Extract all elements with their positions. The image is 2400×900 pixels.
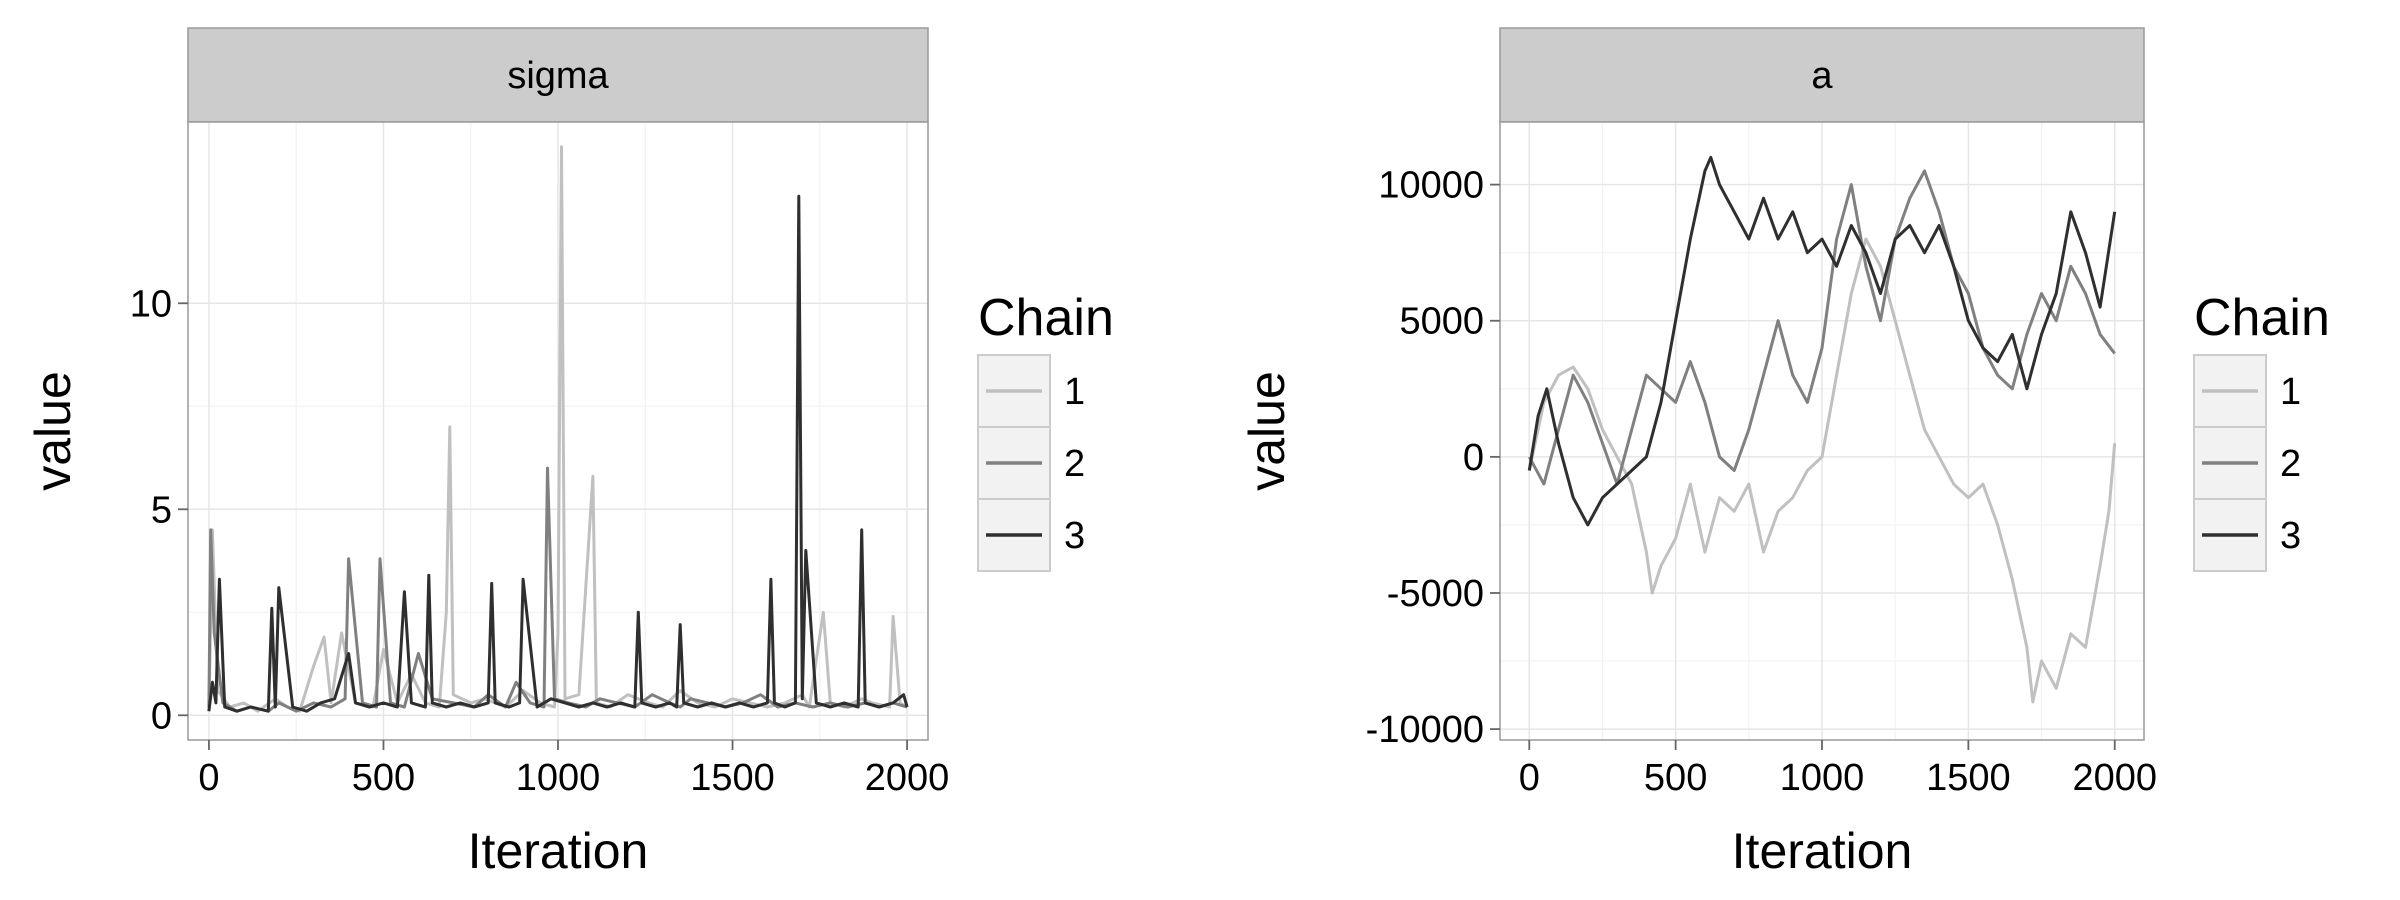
series-line-chain-3 <box>207 194 909 713</box>
x-tick-label: 1500 <box>690 757 775 799</box>
legend-label: 3 <box>1064 515 1085 557</box>
legend-title: Chain <box>2194 289 2330 347</box>
strip-header <box>1499 27 2145 123</box>
x-tick-label: 500 <box>352 757 415 799</box>
legend-label: 2 <box>2280 443 2301 485</box>
series-line-chain-1 <box>207 145 908 713</box>
y-axis-title: value <box>1239 371 1295 491</box>
x-axis-title: Iteration <box>468 823 649 879</box>
legend-title: Chain <box>978 289 1114 347</box>
legend-label: 2 <box>1064 443 1085 485</box>
y-tick-label: 0 <box>151 695 172 737</box>
x-tick-label: 500 <box>1644 757 1707 799</box>
legend-label: 3 <box>2280 515 2301 557</box>
y-axis-title: value <box>25 371 81 491</box>
y-tick-label: 5 <box>151 489 172 531</box>
x-tick-label: 1000 <box>1780 757 1865 799</box>
legend: Chain 1 2 3 <box>2193 289 2330 572</box>
legend-label: 1 <box>1064 371 1085 413</box>
panel-1: sigma 0 500 1000 1500 2000 0 5 10 Iteration value C… <box>25 27 1114 879</box>
x-axis-title: Iteration <box>1732 823 1913 879</box>
y-tick-label: 10000 <box>1378 165 1484 207</box>
y-tick-label: 10 <box>130 283 172 325</box>
series-line-chain-2 <box>1527 169 2116 486</box>
series-line-chain-1 <box>1527 237 2117 704</box>
strip-title: a <box>1811 55 1833 97</box>
legend-label: 1 <box>2280 371 2301 413</box>
y-tick-label: 5000 <box>1399 301 1484 343</box>
legend: Chain 1 2 3 <box>977 289 1114 572</box>
x-tick-label: 2000 <box>865 757 950 799</box>
y-tick-label: 0 <box>1463 437 1484 479</box>
x-tick-label: 0 <box>1519 757 1540 799</box>
y-tick-label: -10000 <box>1366 709 1484 751</box>
panel-2: a 0 500 1000 1500 2000 -10000 -5000 0 5000 10000 It… <box>1239 27 2330 879</box>
x-tick-label: 2000 <box>2072 757 2157 799</box>
series-line-chain-3 <box>1527 155 2117 527</box>
x-tick-label: 1500 <box>1926 757 2011 799</box>
x-tick-label: 1000 <box>516 757 601 799</box>
x-tick-label: 0 <box>198 757 219 799</box>
strip-header <box>187 27 929 123</box>
y-tick-label: -5000 <box>1387 573 1484 615</box>
strip-title: sigma <box>507 55 609 97</box>
